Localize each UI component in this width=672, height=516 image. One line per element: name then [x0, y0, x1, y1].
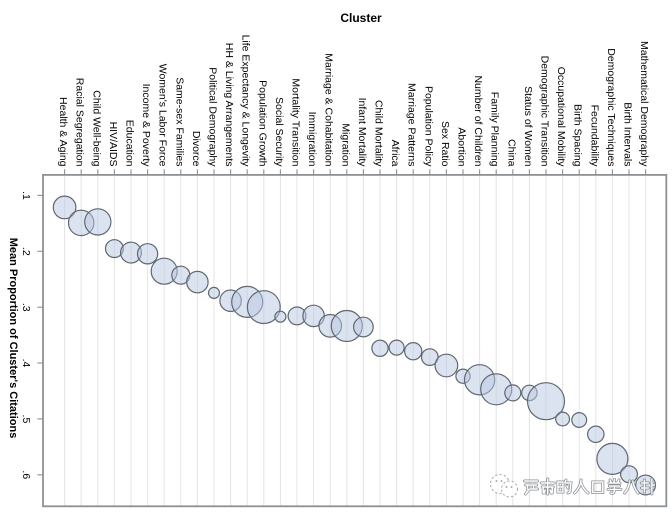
svg-text:.3: .3	[20, 303, 32, 312]
svg-text:Africa: Africa	[389, 140, 401, 167]
svg-text:China: China	[505, 139, 517, 167]
svg-text:Divorce: Divorce	[190, 131, 202, 167]
svg-text:Migration: Migration	[339, 123, 351, 166]
svg-text:Infant Mortality: Infant Mortality	[356, 98, 368, 168]
svg-text:Number of Children: Number of Children	[472, 75, 484, 166]
svg-text:Fecundability: Fecundability	[588, 105, 600, 168]
svg-text:Family Planning: Family Planning	[489, 92, 501, 167]
svg-text:Population Policy: Population Policy	[422, 86, 434, 167]
svg-text:Sex Ratio: Sex Ratio	[439, 121, 451, 167]
svg-text:Birth Intervals: Birth Intervals	[622, 102, 634, 166]
svg-text:Mortality Transition: Mortality Transition	[290, 78, 302, 166]
svg-text:.5: .5	[20, 415, 32, 424]
svg-text:HIV/AIDS: HIV/AIDS	[107, 122, 119, 167]
svg-text:Political Demography: Political Demography	[207, 67, 219, 167]
svg-text:Marriage Patterns: Marriage Patterns	[406, 83, 418, 166]
svg-text:Marriage & Cohabitation: Marriage & Cohabitation	[323, 53, 335, 166]
svg-text:Social Security: Social Security	[273, 97, 285, 167]
svg-text:.2: .2	[20, 247, 32, 256]
svg-text:Cluster: Cluster	[340, 11, 382, 25]
svg-text:HH & Living Arrangements: HH & Living Arrangements	[223, 43, 235, 167]
svg-text:Same-sex Families: Same-sex Families	[173, 77, 185, 166]
svg-text:Life Expectancy & Longevity: Life Expectancy & Longevity	[240, 35, 252, 168]
svg-text:.1: .1	[20, 191, 32, 200]
svg-text:Occupational Mobility: Occupational Mobility	[555, 67, 567, 168]
svg-text:Status of Women: Status of Women	[522, 86, 534, 167]
svg-text:Demographic Techniques: Demographic Techniques	[605, 48, 617, 166]
svg-text:.6: .6	[20, 470, 32, 479]
svg-text:Health & Aging: Health & Aging	[57, 97, 69, 167]
svg-text:Women's Labor Force: Women's Labor Force	[157, 64, 169, 167]
svg-text:Mean Proportion of Cluster's C: Mean Proportion of Cluster's Citations	[7, 238, 19, 439]
svg-text:Child Mortality: Child Mortality	[373, 100, 385, 167]
svg-text:.4: .4	[20, 359, 32, 368]
svg-text:Child Well-being: Child Well-being	[90, 90, 102, 166]
svg-text:Immigration: Immigration	[306, 112, 318, 167]
svg-text:Abortion: Abortion	[456, 127, 468, 166]
svg-text:Education: Education	[124, 120, 136, 167]
svg-text:Income & Poverty: Income & Poverty	[140, 84, 152, 168]
svg-text:Birth Spacing: Birth Spacing	[572, 104, 584, 167]
svg-text:Mathematical Demography: Mathematical Demography	[638, 41, 650, 167]
svg-text:Racial Segregation: Racial Segregation	[74, 78, 86, 167]
svg-text:Demographic Transition: Demographic Transition	[539, 56, 551, 167]
svg-text:Population Growth: Population Growth	[256, 80, 268, 167]
